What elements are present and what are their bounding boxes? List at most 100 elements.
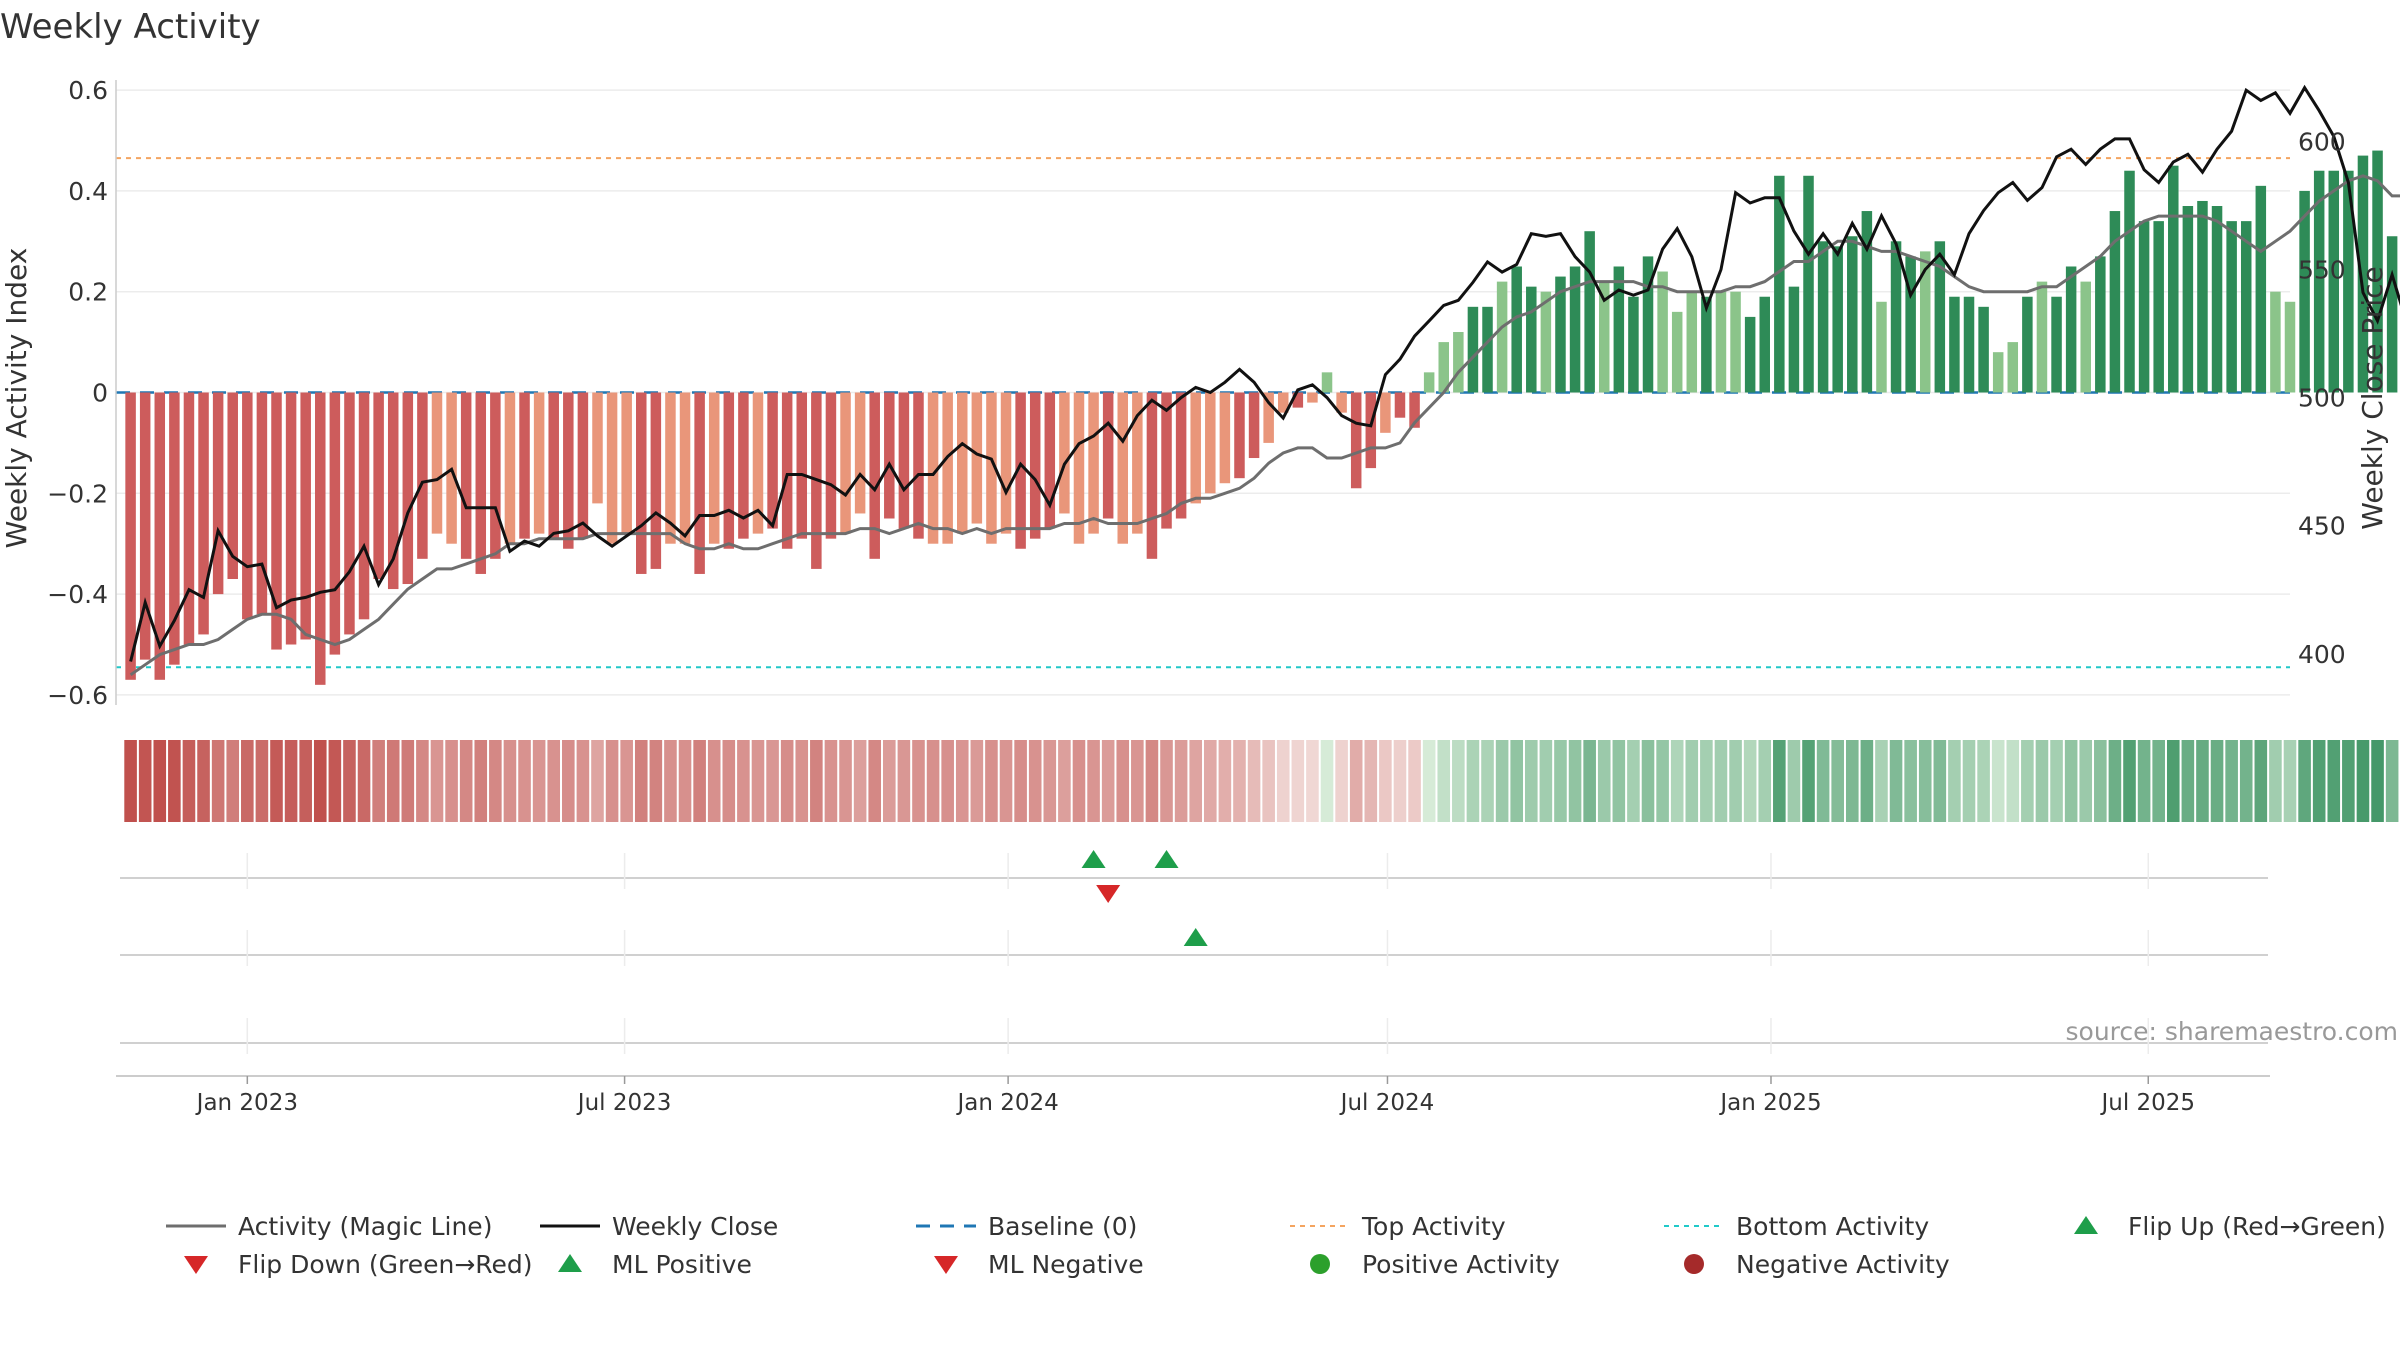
heat-cell <box>2021 740 2034 822</box>
heat-cell <box>1773 740 1786 822</box>
heat-cell <box>1349 740 1363 822</box>
heat-cell <box>1452 740 1465 822</box>
activity-bar <box>1088 392 1099 534</box>
activity-bar <box>212 392 224 595</box>
activity-bar <box>708 392 720 544</box>
activity-bar <box>285 392 297 645</box>
activity-bar <box>1292 392 1304 408</box>
activity-bar <box>1803 175 1814 393</box>
activity-bar <box>2328 170 2340 393</box>
activity-bar <box>1540 291 1552 393</box>
heat-cell <box>1247 740 1261 822</box>
heat-cell <box>1758 740 1772 822</box>
activity-bar <box>198 392 209 635</box>
activity-bar <box>271 392 282 650</box>
activity-bars <box>125 150 2398 685</box>
activity-bar <box>139 392 151 660</box>
heat-cell <box>1991 740 2005 822</box>
heat-cell <box>2064 740 2078 822</box>
heat-cell <box>2006 740 2020 822</box>
heat-cell <box>2137 740 2151 822</box>
event-markers <box>120 850 2268 1054</box>
heat-cell <box>1700 740 1713 822</box>
y-tick-label-right: 600 <box>2298 127 2346 156</box>
heat-cell <box>1101 740 1115 822</box>
activity-bar <box>1555 276 1566 393</box>
heat-cell <box>1583 740 1596 822</box>
activity-bar <box>650 392 662 569</box>
heat-cell <box>182 740 196 822</box>
activity-bar <box>1044 392 1056 529</box>
y-tick-label-left: −0.6 <box>47 681 108 710</box>
heat-cell <box>2298 740 2311 822</box>
heat-cell <box>2108 740 2122 822</box>
heat-cell <box>853 740 867 822</box>
activity-bar <box>723 392 735 549</box>
activity-bar <box>417 392 428 559</box>
y-axis-right-label: Weekly Close Price <box>2356 266 2389 529</box>
activity-bar <box>2065 266 2077 393</box>
heat-cell <box>2327 740 2341 822</box>
activity-bar <box>957 392 968 534</box>
activity-bar <box>738 392 749 539</box>
activity-bar <box>387 392 399 590</box>
activity-bar <box>402 392 414 585</box>
heat-cell <box>1320 740 1334 822</box>
heat-cell <box>824 740 838 822</box>
activity-bar <box>1774 175 1785 393</box>
heat-cell <box>883 740 896 822</box>
heat-cell <box>678 740 692 822</box>
heat-cell <box>1656 740 1669 822</box>
heat-cell <box>489 740 502 822</box>
heat-cell <box>1145 740 1159 822</box>
heat-cell <box>2196 740 2209 822</box>
heat-cell <box>649 740 663 822</box>
heat-cell <box>532 740 546 822</box>
heat-cell <box>722 740 736 822</box>
activity-bar <box>767 392 778 529</box>
heat-cell <box>941 740 954 822</box>
heat-cell <box>1072 740 1086 822</box>
activity-bar <box>1657 271 1668 393</box>
activity-bar <box>1876 301 1887 393</box>
activity-bar <box>1847 236 1858 393</box>
heat-cell <box>562 740 575 822</box>
activity-bar <box>490 392 501 559</box>
legend-swatch-tri-up <box>2074 1216 2098 1234</box>
activity-bar <box>1496 281 1508 393</box>
legend-item: Weekly Close <box>540 1212 778 1241</box>
activity-bar <box>1730 291 1741 393</box>
activity-bar <box>986 392 997 544</box>
activity-bar <box>606 392 618 544</box>
activity-bar <box>1205 392 1216 494</box>
activity-bar <box>1146 392 1158 559</box>
heat-cell <box>985 740 998 822</box>
heat-cell <box>1189 740 1202 822</box>
heat-cell <box>284 740 298 822</box>
activity-bar <box>1467 306 1479 393</box>
heat-cell <box>1860 740 1874 822</box>
heat-cell <box>1904 740 1917 822</box>
heat-cell <box>211 740 225 822</box>
heat-cell <box>897 740 911 822</box>
legend-item: Negative Activity <box>1684 1250 1950 1279</box>
heat-cell <box>1554 740 1567 822</box>
weekly-close-line <box>129 84 2400 662</box>
activity-bar <box>1336 392 1347 413</box>
activity-bar <box>431 392 443 534</box>
heat-cell <box>839 740 852 822</box>
activity-bar <box>256 392 268 615</box>
heat-cell <box>343 740 356 822</box>
heat-cell <box>1685 740 1699 822</box>
heat-cell <box>1262 740 1275 822</box>
heat-cell <box>1889 740 1903 822</box>
heat-cell <box>1977 740 1990 822</box>
chart-title: Weekly Activity <box>0 7 261 47</box>
heat-cell <box>2385 740 2399 822</box>
heat-cell <box>124 740 137 822</box>
activity-bar <box>1219 392 1231 484</box>
activity-bar <box>840 392 851 534</box>
heat-cell <box>2269 740 2282 822</box>
